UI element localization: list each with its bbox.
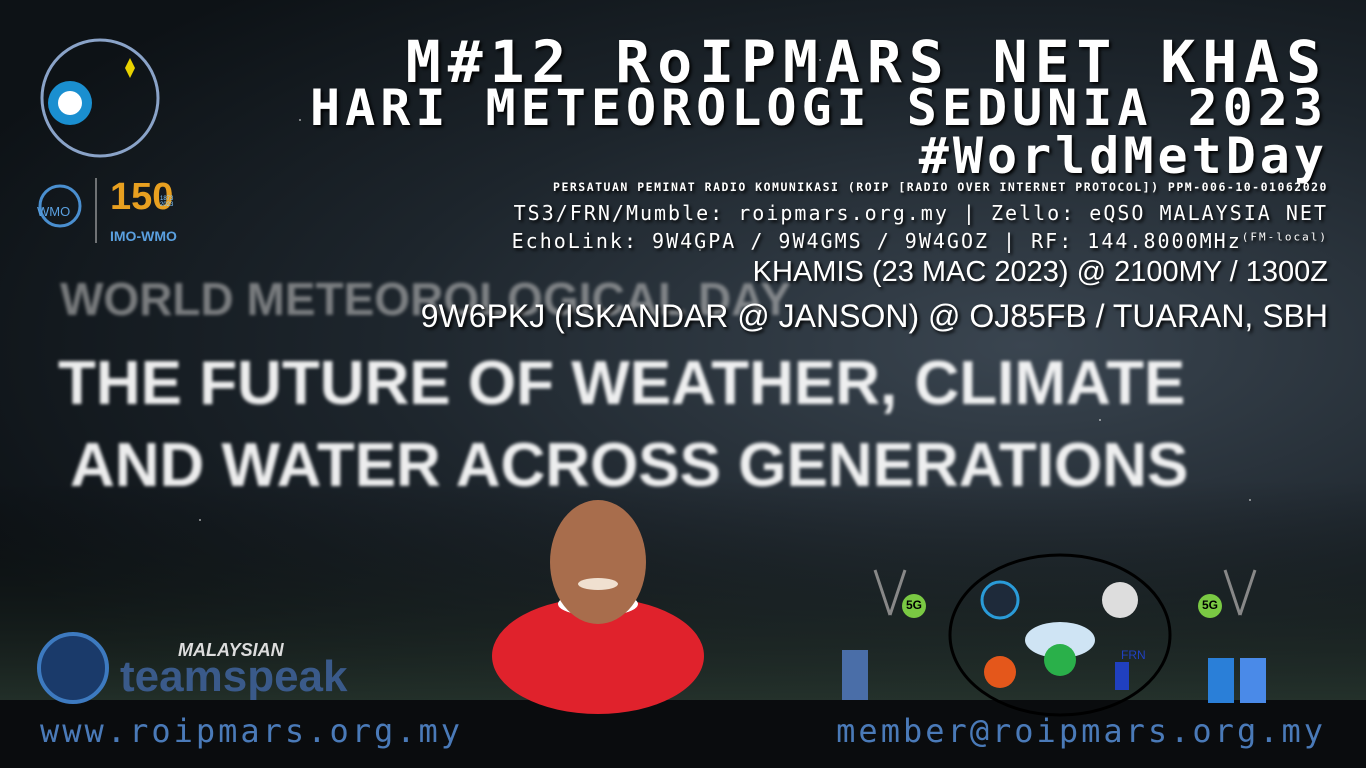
organization: PERSATUAN PEMINAT RADIO KOMUNIKASI (ROIP… — [553, 180, 1328, 194]
years: 1873 2023 — [160, 196, 174, 208]
hashtag: #WorldMetDay — [918, 127, 1328, 185]
network-diagram — [842, 553, 1266, 717]
logos — [38, 38, 160, 243]
website: www.roipmars.org.my — [40, 712, 464, 750]
email: member@roipmars.org.my — [836, 712, 1326, 750]
theme-line: AND WATER ACROSS GENERATIONS — [70, 431, 1189, 500]
echolink-note: (FM-local) — [1241, 230, 1328, 244]
5g-label: 5G — [906, 598, 923, 612]
echolink-text: EchoLink: 9W4GPA / 9W4GMS / 9W4GOZ | RF:… — [511, 229, 1242, 253]
anniversary: 150 — [110, 176, 174, 218]
wmo-label: WMO — [37, 204, 71, 219]
theme-line: THE FUTURE OF WEATHER, CLIMATE — [58, 349, 1186, 418]
host: 9W6PKJ (ISKANDAR @ JANSON) @ OJ85FB / TU… — [420, 298, 1328, 334]
frn-label: FRN — [1121, 648, 1146, 662]
teamspeak-label: teamspeak — [120, 652, 348, 701]
echolink: EchoLink: 9W4GPA / 9W4GMS / 9W4GOZ | RF:… — [512, 229, 1328, 253]
title: M#12 RoIPMARS NET KHAS — [405, 28, 1328, 96]
networks: TS3/FRN/Mumble: roipmars.org.my | Zello:… — [513, 201, 1328, 225]
5g-label: 5G — [1202, 598, 1219, 612]
subtitle: HARI METEOROLOGI SEDUNIA 2023 — [310, 79, 1328, 137]
imo-label: IMO-WMO — [110, 228, 177, 244]
teamspeak-icon — [37, 632, 109, 704]
schedule: KHAMIS (23 MAC 2023) @ 2100MY / 1300Z — [752, 256, 1328, 288]
event-text: WORLD METEOROLOGICAL DAY — [60, 273, 791, 325]
host-photo — [492, 500, 704, 714]
teamspeak-country: MALAYSIAN — [178, 640, 284, 660]
